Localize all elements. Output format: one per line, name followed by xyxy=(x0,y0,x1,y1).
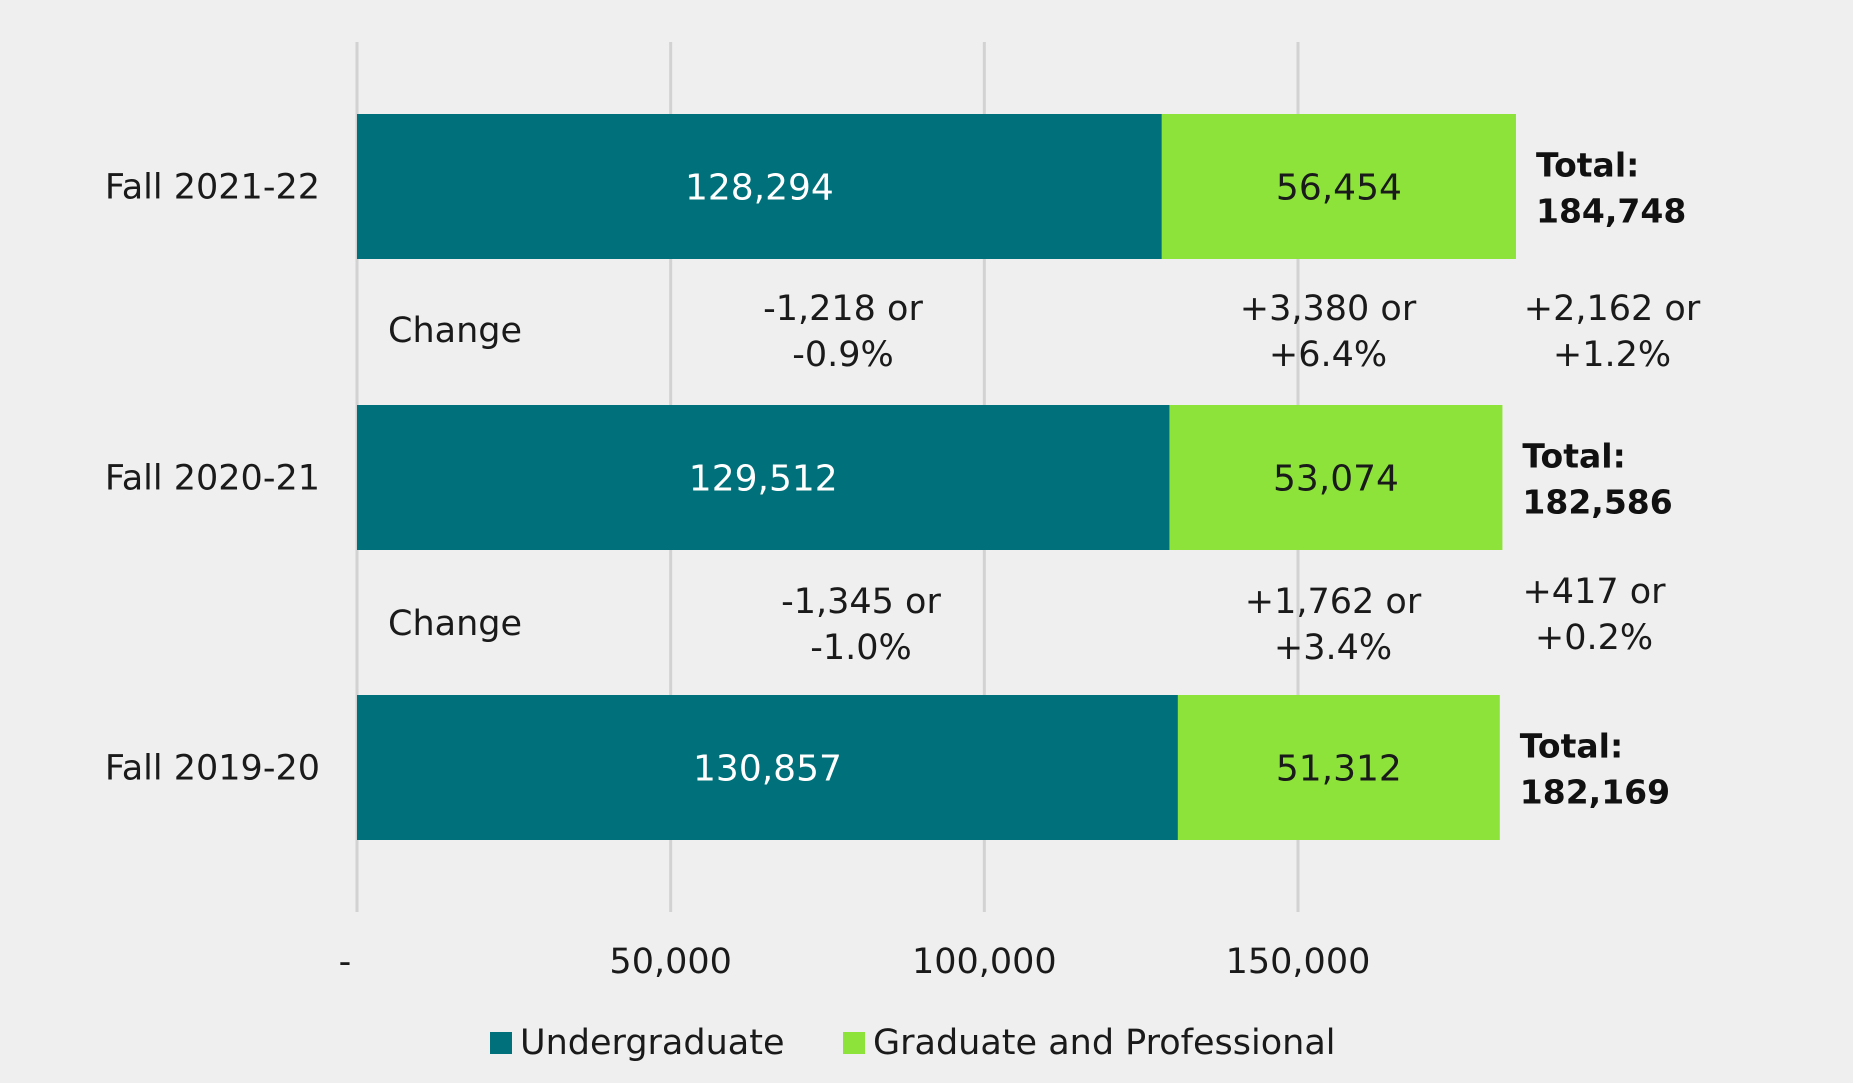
category-labels: Fall 2021-22 Fall 2020-21 Fall 2019-20 xyxy=(105,168,320,789)
change-graduate-line: +3,380 or xyxy=(1240,289,1417,329)
change-undergraduate-line: -1,345 or xyxy=(781,582,941,622)
total-label-line: Total: xyxy=(1536,146,1639,185)
bars: 128,294 56,454 129,512 53,074 130,857 51,312 xyxy=(357,114,1516,840)
change-total: +417 or +0.2% xyxy=(1522,572,1666,658)
change-undergraduate-line: -1.0% xyxy=(810,628,912,668)
total-label-line: 184,748 xyxy=(1536,192,1686,231)
bar-undergraduate xyxy=(357,405,1170,550)
total-label-line: 182,586 xyxy=(1522,483,1672,522)
x-tick-label: 150,000 xyxy=(1226,942,1371,982)
bar-graduate xyxy=(1161,114,1516,259)
total-labels: Total: 184,748 Total: 182,586 Total: 182,169 xyxy=(1520,146,1686,812)
total-label-line: Total: xyxy=(1522,437,1625,476)
bar-value-label: 128,294 xyxy=(685,168,834,209)
change-undergraduate-line: -1,218 or xyxy=(763,289,923,329)
total-label: Total: 182,169 xyxy=(1520,727,1670,812)
change-undergraduate: -1,218 or -0.9% xyxy=(763,289,923,375)
x-tick-label: 100,000 xyxy=(912,942,1057,982)
bar-value-label: 53,074 xyxy=(1273,459,1399,500)
change-undergraduate: -1,345 or -1.0% xyxy=(781,582,941,668)
category-label: Fall 2019-20 xyxy=(105,749,320,789)
legend-label: Graduate and Professional xyxy=(873,1023,1336,1063)
bar-value-label: 129,512 xyxy=(689,459,838,500)
change-graduate: +3,380 or +6.4% xyxy=(1240,289,1417,375)
x-tick-label: 50,000 xyxy=(609,942,731,982)
bar-value-label: 130,857 xyxy=(693,749,842,790)
change-graduate: +1,762 or +3.4% xyxy=(1245,582,1422,668)
total-label-line: 182,169 xyxy=(1520,773,1670,812)
change-rows: Change -1,218 or -0.9% +3,380 or +6.4% +2,162… xyxy=(388,289,1701,668)
change-total-line: +0.2% xyxy=(1535,618,1653,658)
x-axis-ticks: - 50,000 100,000 150,000 xyxy=(339,942,1371,982)
change-undergraduate-line: -0.9% xyxy=(792,335,894,375)
total-label-line: Total: xyxy=(1520,727,1623,766)
legend: Undergraduate Graduate and Professional xyxy=(490,1023,1336,1063)
bar-value-label: 56,454 xyxy=(1276,168,1402,209)
x-tick-label: - xyxy=(339,942,352,982)
legend-label: Undergraduate xyxy=(520,1023,784,1063)
change-total-line: +2,162 or xyxy=(1524,289,1701,329)
change-label: Change xyxy=(388,311,522,351)
category-label: Fall 2021-22 xyxy=(105,168,320,208)
change-total-line: +1.2% xyxy=(1553,335,1671,375)
bar-undergraduate xyxy=(357,114,1162,259)
legend-swatch xyxy=(843,1032,865,1054)
bar-graduate xyxy=(1169,405,1503,550)
change-graduate-line: +3.4% xyxy=(1274,628,1392,668)
total-label: Total: 184,748 xyxy=(1536,146,1686,231)
total-label: Total: 182,586 xyxy=(1522,437,1672,522)
change-graduate-line: +1,762 or xyxy=(1245,582,1422,622)
change-total-line: +417 or xyxy=(1522,572,1666,612)
category-label: Fall 2020-21 xyxy=(105,459,320,499)
change-label: Change xyxy=(388,604,522,644)
change-graduate-line: +6.4% xyxy=(1269,335,1387,375)
bar-value-label: 51,312 xyxy=(1276,749,1402,790)
change-total: +2,162 or +1.2% xyxy=(1524,289,1701,375)
bar-graduate xyxy=(1177,695,1500,840)
legend-swatch xyxy=(490,1032,512,1054)
bar-undergraduate xyxy=(357,695,1178,840)
